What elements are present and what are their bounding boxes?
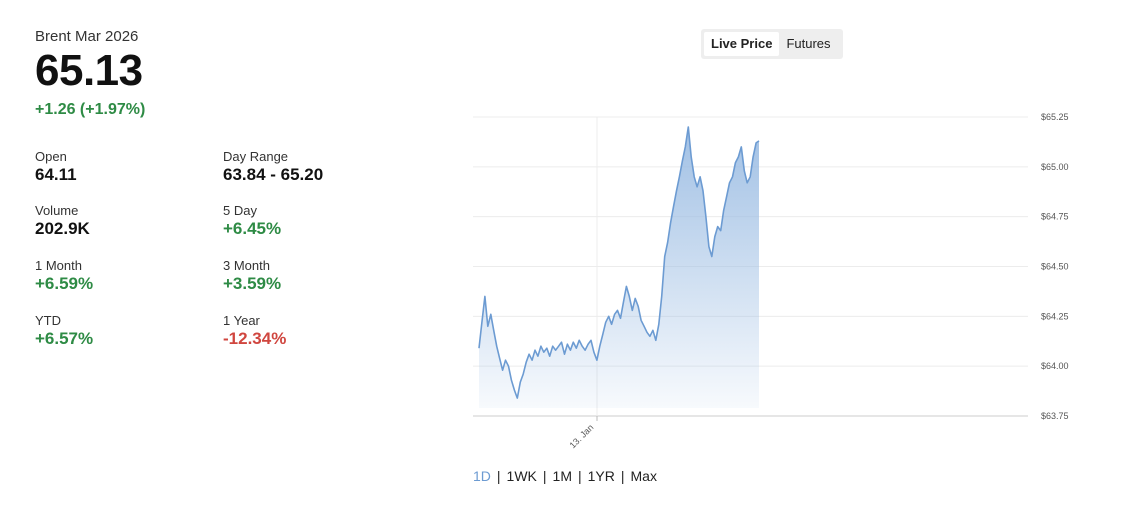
price-type-toggle: Live Price Futures — [701, 29, 843, 59]
range-1m[interactable]: 1M — [552, 468, 572, 484]
stat-value: +6.57% — [35, 329, 94, 348]
y-tick-label: $64.75 — [1041, 212, 1069, 222]
stat-label: Day Range — [223, 149, 289, 164]
y-tick-label: $65.00 — [1041, 162, 1069, 172]
stat-1-year: 1 Year -12.34% — [223, 313, 286, 349]
x-tick-label: 13. Jan — [567, 422, 595, 450]
stat-value: 63.84 - 65.20 — [223, 165, 324, 184]
last-price: 65.13 — [35, 46, 143, 95]
range-1wk[interactable]: 1WK — [506, 468, 537, 484]
stat-label: 1 Month — [35, 258, 82, 273]
range-selector: 1D | 1WK | 1M | 1YR | Max — [473, 468, 657, 484]
range-1d[interactable]: 1D — [473, 468, 491, 484]
instrument-name: Brent Mar 2026 — [35, 28, 139, 45]
y-tick-label: $65.25 — [1041, 112, 1069, 122]
y-tick-label: $64.00 — [1041, 361, 1069, 371]
stat-value: +6.45% — [223, 219, 282, 238]
price-line — [478, 126, 760, 399]
stat-value: +6.59% — [35, 274, 94, 293]
y-tick-label: $64.25 — [1041, 311, 1069, 321]
stat-day-range: Day Range 63.84 - 65.20 — [223, 149, 323, 185]
stat-value: 64.11 — [35, 165, 77, 184]
range-separator: | — [496, 468, 501, 484]
stat-volume: Volume 202.9K — [35, 203, 90, 239]
stat-label: Open — [35, 149, 67, 164]
stat-label: 5 Day — [223, 203, 257, 218]
stat-3-month: 3 Month +3.59% — [223, 258, 281, 294]
stat-label: YTD — [35, 313, 61, 328]
range-1yr[interactable]: 1YR — [587, 468, 615, 484]
stat-value: +3.59% — [223, 274, 282, 293]
futures-button[interactable]: Futures — [786, 36, 831, 51]
stat-label: Volume — [35, 203, 79, 218]
stat-open: Open 64.11 — [35, 149, 77, 185]
range-separator: | — [620, 468, 625, 484]
quote-panel: Brent Mar 2026 65.13 +1.26 (+1.97%) Open… — [35, 28, 435, 348]
stat-5-day: 5 Day +6.45% — [223, 203, 281, 239]
range-separator: | — [577, 468, 582, 484]
price-area — [479, 127, 759, 408]
stat-label: 3 Month — [223, 258, 270, 273]
y-tick-label: $64.50 — [1041, 262, 1069, 272]
stat-1-month: 1 Month +6.59% — [35, 258, 93, 294]
price-change: +1.26 (+1.97%) — [35, 101, 146, 118]
stat-value: -12.34% — [223, 329, 287, 348]
stat-label: 1 Year — [223, 313, 260, 328]
range-max[interactable]: Max — [630, 468, 657, 484]
stat-value: 202.9K — [35, 219, 90, 238]
live-price-button[interactable]: Live Price — [704, 32, 780, 56]
range-separator: | — [542, 468, 547, 484]
y-tick-label: $63.75 — [1041, 411, 1069, 421]
stat-ytd: YTD +6.57% — [35, 313, 93, 349]
